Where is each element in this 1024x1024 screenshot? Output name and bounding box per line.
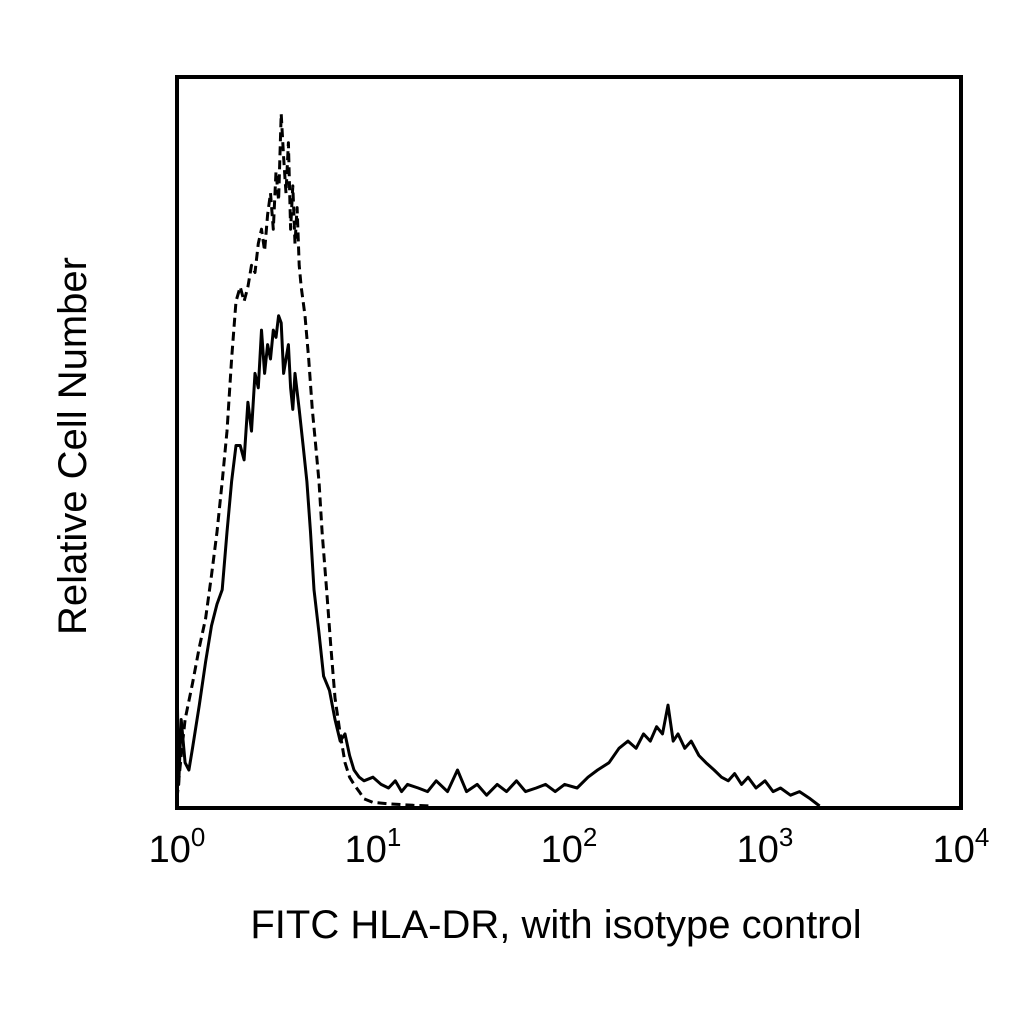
x-tick-exponent: 0 — [191, 822, 205, 852]
isotype-control-curve — [175, 112, 433, 808]
x-tick-label: 104 — [933, 822, 990, 871]
x-tick-base: 10 — [737, 829, 779, 871]
x-tick-base: 10 — [541, 829, 583, 871]
x-tick-exponent: 1 — [387, 822, 401, 852]
plot-frame — [175, 75, 963, 810]
x-tick-base: 10 — [149, 829, 191, 871]
series-layer — [175, 112, 821, 808]
x-axis-title: FITC HLA-DR, with isotype control — [250, 903, 861, 947]
x-tick-label: 101 — [345, 822, 402, 871]
x-tick-label: 100 — [149, 822, 206, 871]
x-tick-label: 103 — [737, 822, 794, 871]
x-tick-exponent: 4 — [975, 822, 989, 852]
hla-dr-curve — [175, 314, 821, 808]
x-tick-label: 102 — [541, 822, 598, 871]
x-tick-exponent: 3 — [779, 822, 793, 852]
x-tick-exponent: 2 — [583, 822, 597, 852]
x-tick-labels: 100 101 102 103 104 — [149, 822, 990, 871]
y-axis-title: Relative Cell Number — [51, 257, 95, 635]
x-tick-base: 10 — [345, 829, 387, 871]
x-tick-base: 10 — [933, 829, 975, 871]
